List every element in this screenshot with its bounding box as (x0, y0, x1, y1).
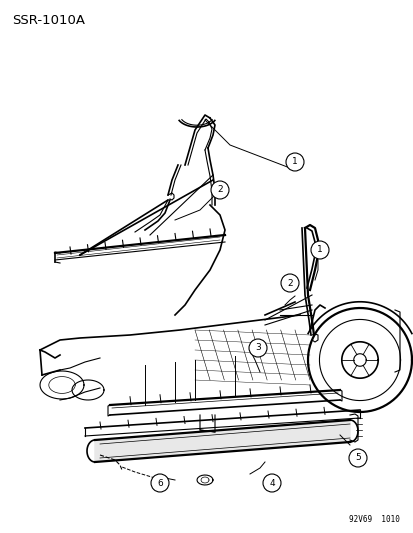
Text: 4: 4 (268, 479, 274, 488)
Text: 5: 5 (354, 454, 360, 463)
Circle shape (211, 181, 228, 199)
Text: 92V69  1010: 92V69 1010 (348, 515, 399, 524)
Circle shape (310, 241, 328, 259)
Circle shape (280, 274, 298, 292)
Circle shape (348, 449, 366, 467)
Polygon shape (95, 420, 349, 462)
Circle shape (248, 339, 266, 357)
Text: SSR-1010A: SSR-1010A (12, 14, 85, 27)
Text: 2: 2 (217, 185, 222, 195)
Text: 3: 3 (254, 343, 260, 352)
Text: 1: 1 (316, 246, 322, 254)
Text: 2: 2 (287, 279, 292, 287)
Text: 6: 6 (157, 479, 162, 488)
Circle shape (285, 153, 303, 171)
Text: 1: 1 (292, 157, 297, 166)
Circle shape (151, 474, 169, 492)
Circle shape (262, 474, 280, 492)
